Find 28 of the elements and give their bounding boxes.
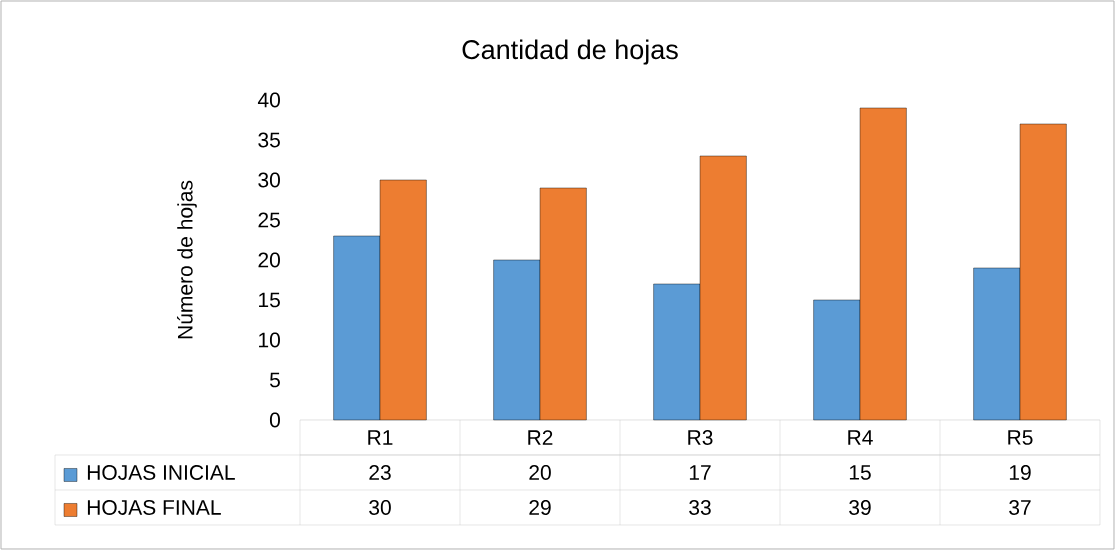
- data-label: 39: [849, 500, 871, 515]
- data-label: 37: [1009, 500, 1031, 515]
- x-tick-label: R2: [528, 430, 553, 445]
- x-tick-label: R4: [848, 430, 873, 445]
- y-tick-label: 40: [257, 92, 280, 108]
- y-tick-label: 15: [259, 292, 280, 308]
- chart-title: Cantidad de hojas: [462, 39, 678, 65]
- data-label: 20: [529, 465, 551, 480]
- y-axis-title: Número de hojas: [176, 180, 197, 339]
- y-tick-label: 30: [258, 172, 280, 188]
- x-tick-label: R1: [368, 430, 393, 445]
- data-label: 15: [849, 465, 871, 480]
- y-tick-label: 10: [259, 332, 280, 348]
- data-label: 30: [369, 500, 391, 515]
- x-tick-label: R3: [688, 430, 713, 445]
- data-label: 19: [1009, 465, 1031, 480]
- legend-label: HOJAS INICIAL: [87, 465, 235, 480]
- x-tick-label: R5: [1008, 430, 1033, 445]
- y-tick-label: 20: [258, 252, 280, 268]
- y-tick-label: 5: [269, 372, 280, 388]
- y-tick-label: 0: [269, 412, 280, 428]
- data-label: 33: [689, 500, 711, 515]
- y-tick-label: 35: [258, 132, 280, 148]
- data-label: 23: [369, 465, 391, 480]
- data-label: 17: [689, 465, 711, 480]
- data-label: 29: [529, 500, 551, 515]
- y-tick-label: 25: [258, 212, 280, 228]
- legend-label: HOJAS FINAL: [87, 500, 221, 515]
